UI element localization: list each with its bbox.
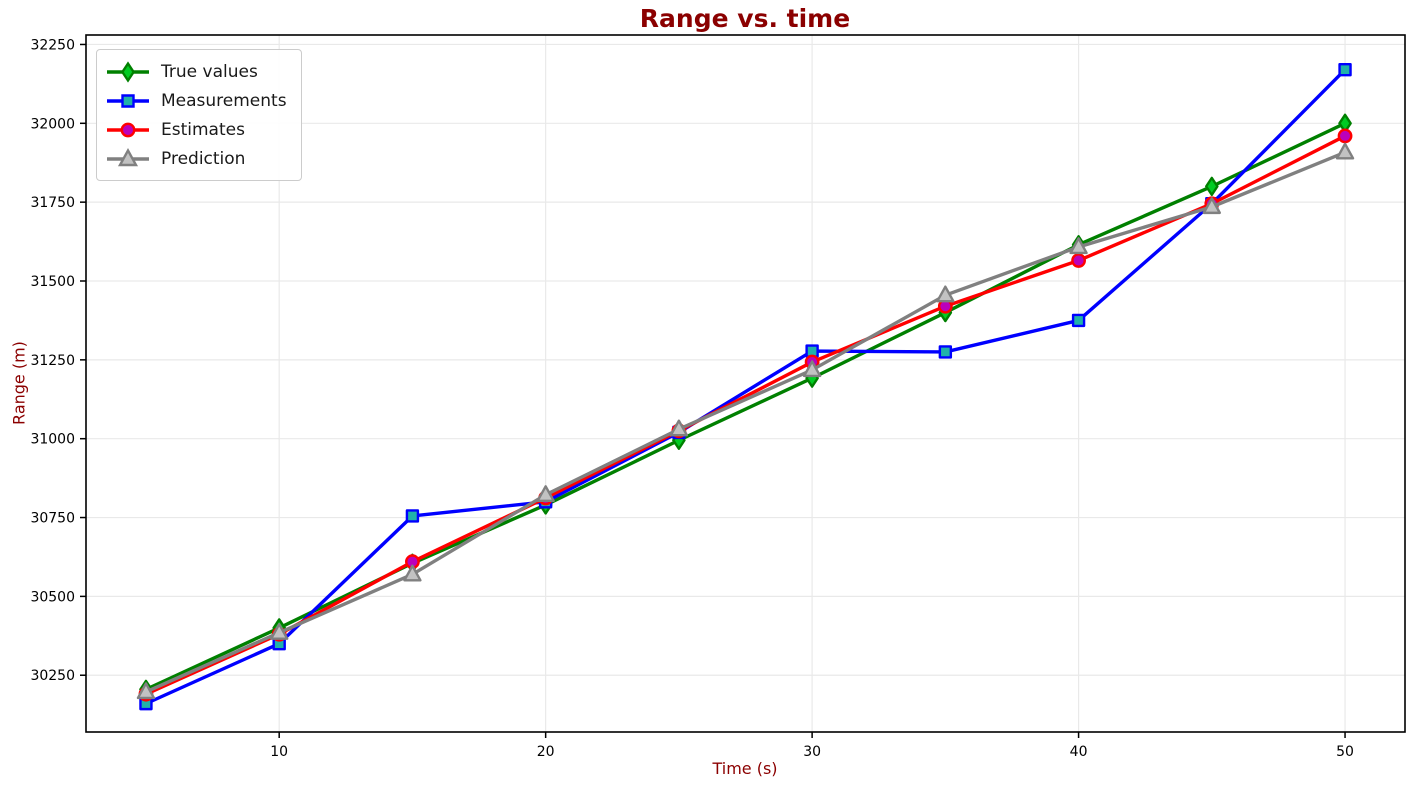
y-tick-label: 30500 [30,589,75,605]
triangle-marker-prediction [136,682,156,700]
triangle-marker-prediction [802,360,822,378]
square-marker-measurements [1071,313,1086,328]
x-tick-label: 50 [1336,744,1354,760]
x-axis-label: Time (s) [712,759,778,778]
triangle-marker-prediction [403,564,422,582]
y-tick-label: 31500 [30,274,75,290]
legend-label-measurements: Measurements [161,90,287,111]
y-axis-label: Range (m) [9,341,29,425]
legend-marker-estimates [107,122,149,137]
square-marker-measurements [938,345,953,359]
y-tick-label: 30250 [30,668,75,684]
triangle-marker-prediction [536,485,555,503]
legend-marker-measurements [107,93,149,108]
series-line-true-values [144,121,1347,692]
plot-border [85,34,1406,733]
triangle-marker-prediction [1202,197,1222,215]
x-tick-label: 40 [1070,744,1088,760]
y-tick-label: 32250 [30,37,75,53]
square-marker-measurements [405,509,420,523]
y-tick-label: 31000 [30,432,75,448]
chart-title: Range vs. time [639,4,851,33]
series-prediction [136,142,1355,700]
series-line-measurements [144,67,1347,706]
diamond-marker-true-values [1205,176,1219,197]
triangle-marker-prediction [269,622,289,640]
y-axis: 30250 30500 30750 31000 31250 31500 31750 32000… [30,37,86,684]
legend-item-true-values: True values [105,57,287,86]
triangle-marker-prediction [936,285,955,303]
square-marker-measurements [805,344,819,358]
y-tick-label: 31750 [30,195,75,211]
series-line-estimates [144,134,1347,696]
legend-item-prediction: Prediction [105,144,287,173]
legend-label-prediction: Prediction [161,148,246,169]
x-tick-label: 30 [803,744,821,760]
circle-marker-estimates [405,554,420,570]
grid [86,35,1405,732]
x-tick-label: 10 [270,744,288,760]
legend-marker-prediction [107,147,149,166]
triangle-marker-prediction [669,419,689,437]
circle-marker-estimates [1071,253,1086,268]
x-axis: 10 20 30 40 50 [270,732,1354,760]
legend-item-measurements: Measurements [105,86,287,115]
series-line-prediction [144,150,1347,694]
circle-marker-estimates [1337,128,1353,144]
square-marker-measurements [1338,62,1352,77]
legend-label-true-values: True values [161,61,258,82]
y-tick-label: 31250 [30,353,75,369]
legend-marker-true-values [107,60,149,83]
y-tick-label: 32000 [30,116,75,132]
y-tick-label: 30750 [30,511,75,527]
legend-label-estimates: Estimates [161,119,245,140]
x-tick-label: 20 [537,744,555,760]
legend: True values Measurements Estimates Predicti… [96,49,302,181]
triangle-marker-prediction [1069,237,1088,255]
triangle-marker-prediction [1335,142,1355,160]
legend-item-estimates: Estimates [105,115,287,144]
